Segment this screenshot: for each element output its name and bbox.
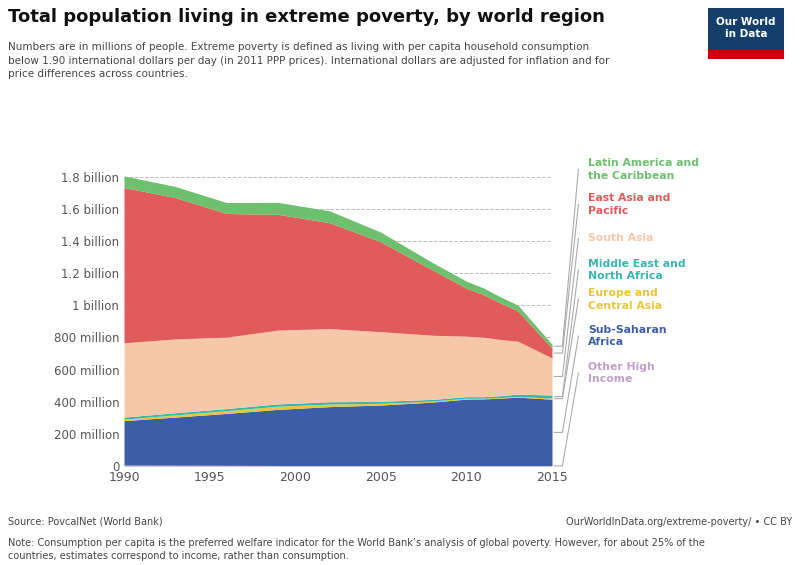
Text: Total population living in extreme poverty, by world region: Total population living in extreme pover… xyxy=(8,8,605,27)
Text: Note: Consumption per capita is the preferred welfare indicator for the World Ba: Note: Consumption per capita is the pref… xyxy=(8,538,705,561)
Text: in Data: in Data xyxy=(725,29,767,39)
Text: Other High
Income: Other High Income xyxy=(588,362,654,384)
Text: OurWorldInData.org/extreme-poverty/ • CC BY: OurWorldInData.org/extreme-poverty/ • CC… xyxy=(566,517,792,527)
Text: Europe and
Central Asia: Europe and Central Asia xyxy=(588,288,662,311)
Text: East Asia and
Pacific: East Asia and Pacific xyxy=(588,193,670,216)
Bar xyxy=(708,8,784,50)
Text: Our World: Our World xyxy=(716,17,776,27)
Text: Sub-Saharan
Africa: Sub-Saharan Africa xyxy=(588,325,666,347)
Bar xyxy=(708,50,784,59)
Text: South Asia: South Asia xyxy=(588,233,654,244)
Text: Middle East and
North Africa: Middle East and North Africa xyxy=(588,259,686,281)
Text: Numbers are in millions of people. Extreme poverty is defined as living with per: Numbers are in millions of people. Extre… xyxy=(8,42,610,79)
Text: Latin America and
the Caribbean: Latin America and the Caribbean xyxy=(588,158,699,181)
Text: Source: PovcalNet (World Bank): Source: PovcalNet (World Bank) xyxy=(8,517,162,527)
